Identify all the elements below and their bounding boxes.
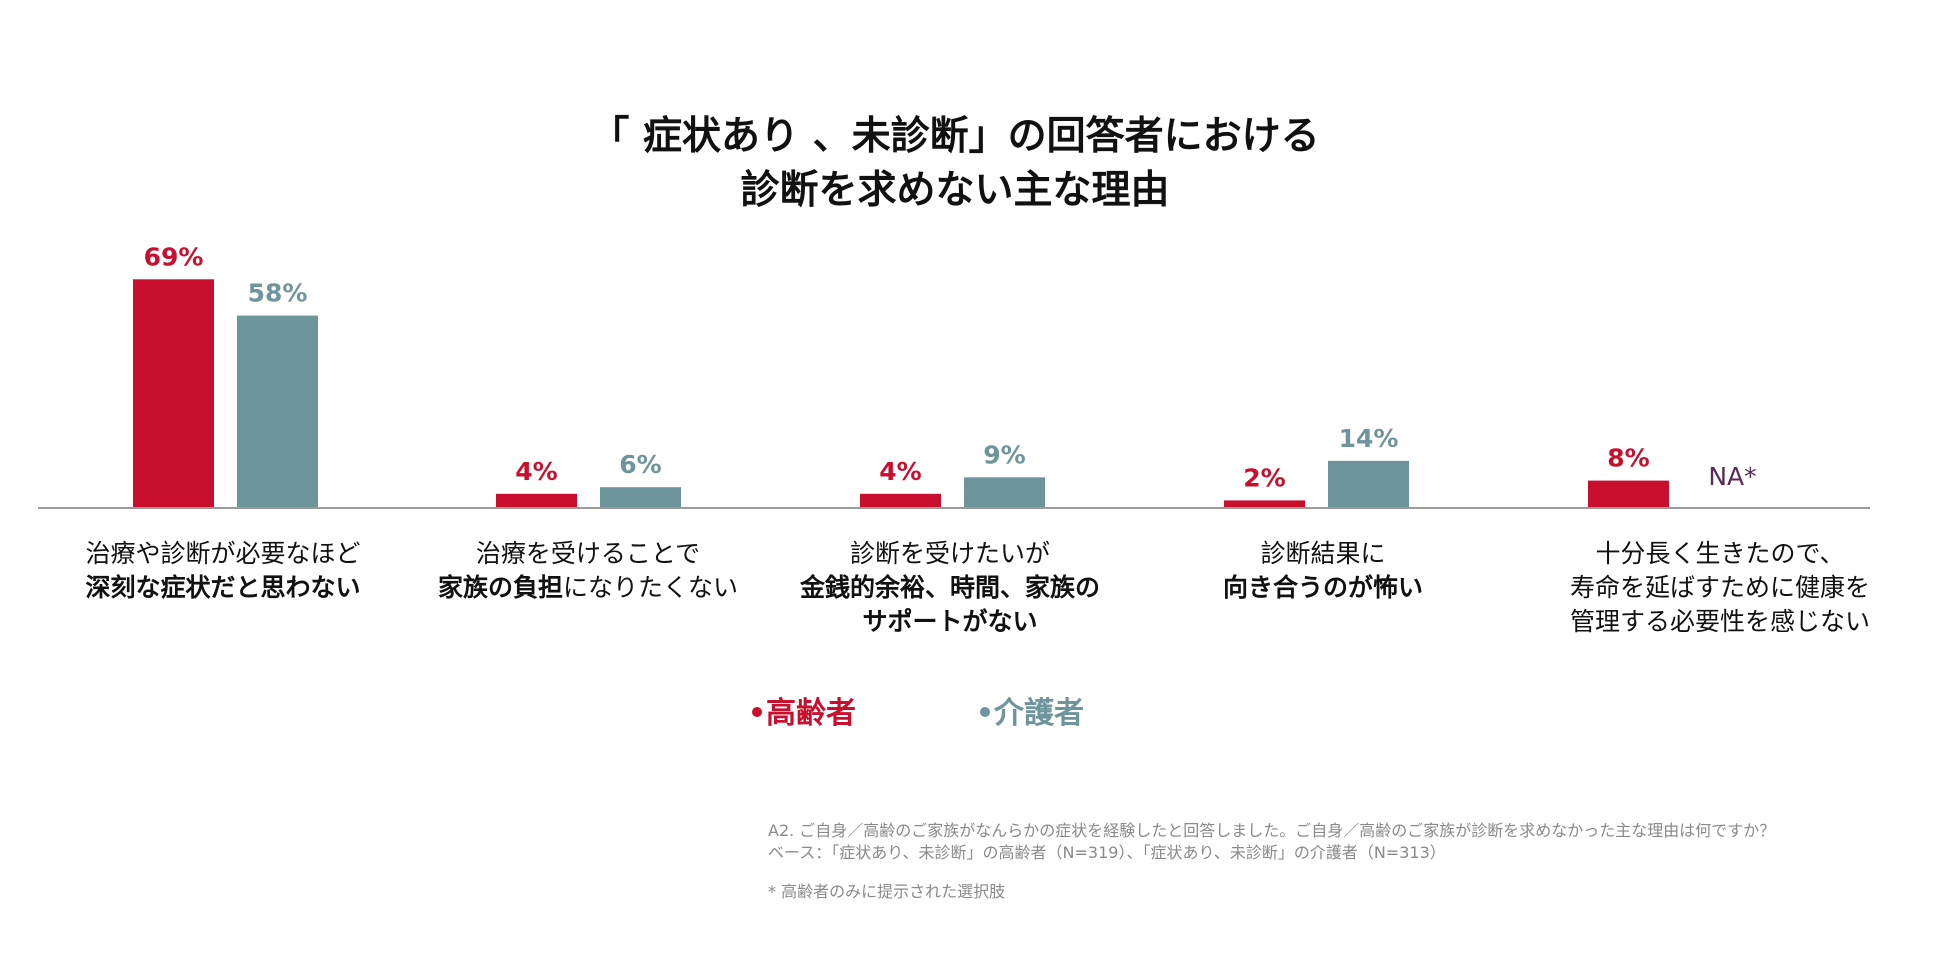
bar-senior-0 [133, 279, 214, 507]
category-label-text: 金銭的余裕、時間、家族の [799, 573, 1100, 602]
category-label-1: 治療を受けることで家族の負担になりたくない [398, 537, 778, 605]
category-label-3: 診断結果に向き合うのが怖い [1133, 537, 1513, 605]
category-label-text: 診断結果に [1260, 539, 1386, 568]
footnote-note: * 高齢者のみに提示された選択肢 [768, 882, 1006, 901]
legend-caregiver: 介護者 [980, 688, 1084, 732]
category-label-text: 十分長く生きたので、 [1595, 539, 1845, 568]
data-label-senior-2: 4% [879, 457, 921, 486]
category-label-text: 向き合うのが怖い [1222, 573, 1423, 602]
data-label-caregiver-0: 58% [248, 279, 308, 308]
data-label-senior-4: 8% [1607, 444, 1649, 473]
na-label-caregiver-4: NA* [1708, 462, 1756, 491]
bar-senior-2 [860, 493, 941, 507]
bar-caregiver-0 [237, 315, 318, 507]
legend-senior: 高齢者 [752, 688, 856, 732]
category-label-text: になりたくない [563, 573, 739, 602]
legend-caregiver-label: 介護者 [994, 696, 1084, 731]
category-label-line: サポートがない [760, 605, 1140, 639]
footnote-base: ベース：「症状あり、未診断」の高齢者（N=319）、「症状あり、未診断」の介護者… [768, 843, 1446, 862]
category-label-text: 管理する必要性を感じない [1569, 607, 1870, 636]
category-label-line: 治療や診断が必要なほど [33, 537, 413, 571]
bar-caregiver-3 [1328, 460, 1409, 507]
category-label-line: 治療を受けることで [398, 537, 778, 571]
bar-caregiver-1 [600, 487, 681, 507]
data-label-caregiver-2: 9% [983, 440, 1025, 469]
category-label-line: 寿命を延ばすために健康を [1530, 571, 1910, 605]
legend-senior-label: 高齢者 [766, 696, 856, 731]
chart-title-line1: 「 症状あり 、未診断」の回答者における [590, 114, 1320, 159]
legend-caregiver-dot [980, 706, 990, 717]
data-label-senior-3: 2% [1243, 463, 1285, 492]
category-label-line: 診断を受けたいが [760, 537, 1140, 571]
data-label-senior-1: 4% [515, 457, 557, 486]
category-label-text: 治療を受けることで [475, 539, 701, 568]
bar-caregiver-2 [964, 477, 1045, 507]
category-label-text: 家族の負担 [437, 573, 563, 602]
category-label-text: 寿命を延ばすために健康を [1569, 573, 1870, 602]
footnote-question: A2. ご自身／高齢のご家族がなんらかの症状を経験したと回答しました。ご自身／高… [768, 821, 1776, 840]
category-label-text: サポートがない [862, 607, 1038, 636]
category-label-line: 十分長く生きたので、 [1530, 537, 1910, 571]
category-label-line: 家族の負担になりたくない [398, 571, 778, 605]
category-label-line: 深刻な症状だと思わない [33, 571, 413, 605]
category-label-line: 金銭的余裕、時間、家族の [760, 571, 1140, 605]
data-label-caregiver-1: 6% [619, 450, 661, 479]
data-label-senior-0: 69% [144, 242, 204, 271]
bar-senior-1 [496, 493, 577, 507]
chart-title-line2: 診断を求めない主な理由 [740, 168, 1170, 213]
data-label-caregiver-3: 14% [1339, 424, 1399, 453]
category-label-text: 深刻な症状だと思わない [85, 573, 361, 602]
category-label-line: 診断結果に [1133, 537, 1513, 571]
bar-senior-3 [1224, 500, 1305, 507]
category-label-line: 向き合うのが怖い [1133, 571, 1513, 605]
category-label-text: 治療や診断が必要なほど [85, 539, 361, 568]
category-label-0: 治療や診断が必要なほど 深刻な症状だと思わない [33, 537, 413, 605]
bar-senior-4 [1588, 480, 1669, 507]
chart-title: 「 症状あり 、未診断」の回答者における 診断を求めない主な理由 [0, 110, 1910, 218]
legend-senior-dot [752, 706, 762, 717]
category-label-2: 診断を受けたいが金銭的余裕、時間、家族の サポートがない [760, 537, 1140, 639]
category-label-line: 管理する必要性を感じない [1530, 605, 1910, 639]
category-label-text: 診断を受けたいが [849, 539, 1050, 568]
category-label-4: 十分長く生きたので、 寿命を延ばすために健康を 管理する必要性を感じない [1530, 537, 1910, 639]
